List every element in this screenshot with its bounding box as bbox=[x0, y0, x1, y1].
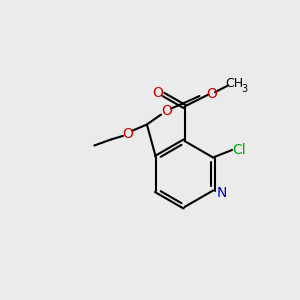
Text: CH: CH bbox=[226, 77, 244, 91]
Text: O: O bbox=[207, 87, 218, 100]
Text: O: O bbox=[122, 127, 133, 140]
Text: O: O bbox=[153, 86, 164, 100]
Text: O: O bbox=[161, 104, 172, 118]
Text: 3: 3 bbox=[242, 84, 248, 94]
Text: Cl: Cl bbox=[232, 143, 245, 157]
Text: N: N bbox=[216, 186, 227, 200]
